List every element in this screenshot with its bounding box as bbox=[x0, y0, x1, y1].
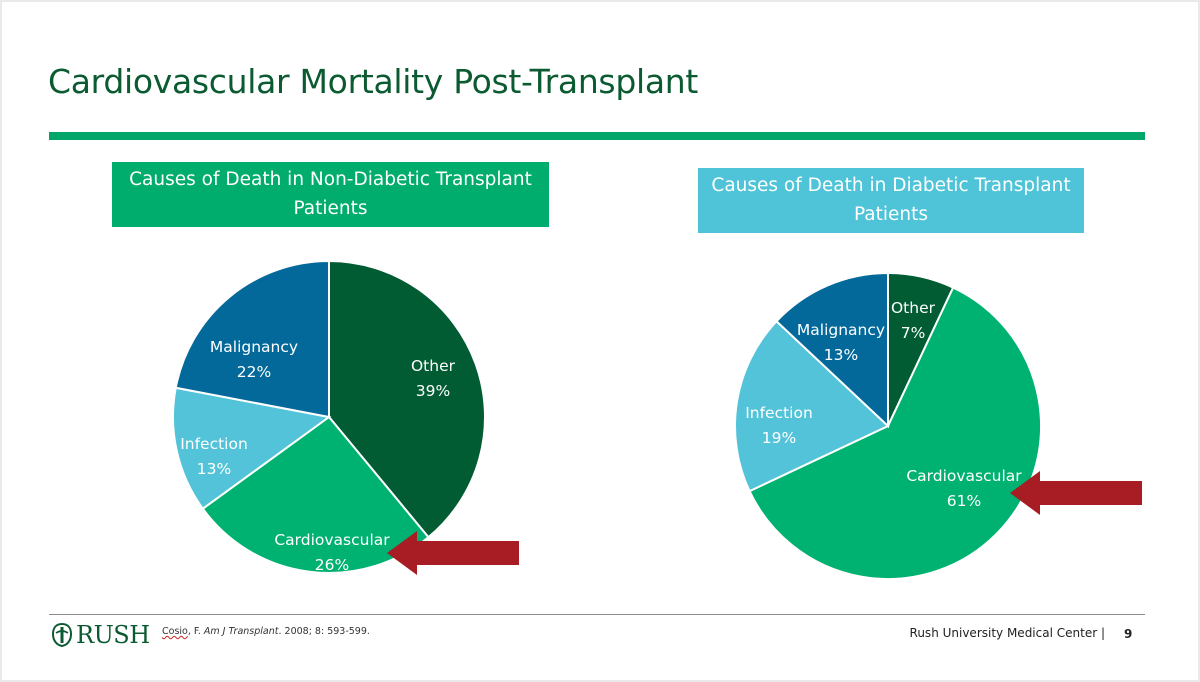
slice-label-infection: Infection 19% bbox=[745, 404, 813, 447]
slide-title: Cardiovascular Mortality Post-Transplant bbox=[48, 62, 699, 101]
citation: Cosio, F. Am J Transplant. 2008; 8: 593-… bbox=[162, 626, 370, 637]
page-number: 9 bbox=[1124, 627, 1133, 641]
citation-part: . 2008; 8: 593-599. bbox=[278, 626, 370, 637]
pie-slice-malignancy bbox=[174, 259, 330, 419]
slice-label-other: Other 39% bbox=[411, 357, 456, 400]
pie-slice-other bbox=[328, 259, 486, 539]
pie-slice-infection bbox=[172, 386, 332, 511]
slice-label-cardiovascular: Cardiovascular 26% bbox=[274, 531, 390, 574]
highlight-arrow-icon bbox=[387, 531, 519, 575]
organization-name: Rush University Medical Center | bbox=[909, 626, 1105, 640]
citation-journal: Am J Transplant bbox=[203, 626, 279, 637]
chart-title-non-diabetic: Causes of Death in Non-Diabetic Transpla… bbox=[112, 162, 549, 227]
pie-slice-malignancy bbox=[775, 271, 889, 429]
rush-shield-icon bbox=[52, 623, 72, 647]
pie-slice-infection bbox=[734, 319, 890, 493]
logo-wordmark: RUSH bbox=[76, 621, 150, 649]
chart-title-diabetic: Causes of Death in Diabetic Transplant P… bbox=[698, 168, 1084, 233]
pie-slice-cardiovascular bbox=[748, 286, 1042, 580]
citation-part: , F. bbox=[187, 626, 204, 637]
slice-label-malignancy: Malignancy 13% bbox=[797, 321, 885, 364]
slice-label-infection: Infection 13% bbox=[180, 435, 248, 478]
slice-label-cardiovascular: Cardiovascular 61% bbox=[906, 467, 1022, 510]
title-divider bbox=[49, 132, 1145, 140]
rush-logo: RUSH bbox=[52, 621, 150, 649]
footer-divider bbox=[49, 614, 1145, 615]
slice-label-other: Other 7% bbox=[891, 299, 936, 342]
highlight-arrow-icon bbox=[1010, 471, 1142, 515]
citation-author: Cosio bbox=[162, 626, 188, 637]
slice-label-malignancy: Malignancy 22% bbox=[210, 338, 298, 381]
